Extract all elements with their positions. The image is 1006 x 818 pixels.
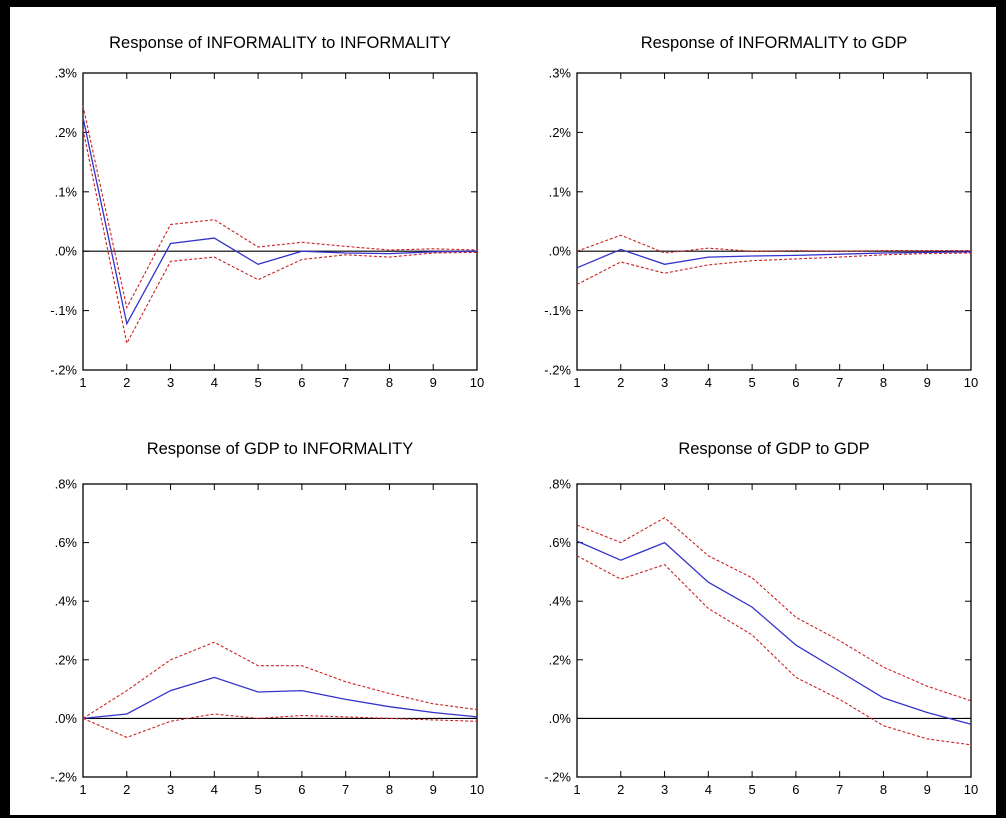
response-line <box>82 117 478 326</box>
y-tick-label: .0% <box>549 711 572 726</box>
band-lower-line <box>576 252 972 285</box>
x-tick-label: 1 <box>79 375 86 390</box>
y-tick-label: .4% <box>55 594 78 609</box>
y-tick-label: .2% <box>549 125 572 140</box>
x-tick-label: 10 <box>964 782 978 797</box>
x-tick-label: 4 <box>211 375 218 390</box>
x-tick-label: 1 <box>573 375 580 390</box>
x-tick-label: 4 <box>705 782 712 797</box>
x-tick-label: 6 <box>298 375 305 390</box>
x-tick-label: 9 <box>430 375 437 390</box>
y-tick-label: .0% <box>55 244 78 259</box>
x-tick-label: 2 <box>617 375 624 390</box>
plot-area <box>576 483 972 778</box>
x-tick-label: 3 <box>661 782 668 797</box>
x-tick-label: 7 <box>342 782 349 797</box>
y-tick-label: .6% <box>549 535 572 550</box>
x-tick-label: 7 <box>836 375 843 390</box>
y-tick-label: -.2% <box>50 363 77 378</box>
band-upper-line <box>576 234 971 254</box>
y-tick-label: .1% <box>549 184 572 199</box>
x-tick-label: 6 <box>298 782 305 797</box>
x-tick-label: 10 <box>470 782 484 797</box>
x-tick-label: 6 <box>792 782 799 797</box>
x-tick-label: 10 <box>470 375 484 390</box>
x-tick-label: 8 <box>386 782 393 797</box>
y-tick-label: .0% <box>55 711 78 726</box>
chart-panel-3: Response of GDP to INFORMALITY .8% .6% .4%.… <box>50 440 484 797</box>
x-tick-label: 10 <box>964 375 978 390</box>
y-tick-label: .2% <box>549 652 572 667</box>
y-tick-label: .3% <box>549 66 572 81</box>
y-tick-label: .8% <box>549 477 572 492</box>
panel-title: Response of GDP to INFORMALITY <box>147 440 414 458</box>
plot-area <box>82 483 478 778</box>
y-tick-label: -.1% <box>50 303 77 318</box>
x-tick-label: 9 <box>430 782 437 797</box>
band-upper-line <box>576 517 972 702</box>
panel-title: Response of INFORMALITY to GDP <box>641 34 908 52</box>
band-lower-line <box>82 129 478 345</box>
band-upper-line <box>82 641 478 719</box>
chart-panel-1: Response of INFORMALITY to INFORMALITY .3… <box>50 34 484 390</box>
x-tick-label: 5 <box>748 782 755 797</box>
x-tick-label: 2 <box>617 782 624 797</box>
x-tick-label: 1 <box>79 782 86 797</box>
y-tick-label: -.1% <box>544 303 571 318</box>
x-tick-label: 5 <box>254 375 261 390</box>
x-tick-label: 3 <box>167 375 174 390</box>
x-tick-label: 5 <box>254 782 261 797</box>
y-tick-label: -.2% <box>544 770 571 785</box>
x-tick-label: 6 <box>792 375 799 390</box>
x-tick-label: 7 <box>836 782 843 797</box>
plot-area <box>82 72 478 371</box>
y-tick-label: -.2% <box>544 363 571 378</box>
impulse-response-grid: Response of INFORMALITY to INFORMALITY .3… <box>50 34 978 797</box>
x-tick-label: 9 <box>924 375 931 390</box>
x-tick-label: 9 <box>924 782 931 797</box>
y-tick-label: .2% <box>55 652 78 667</box>
band-lower-line <box>576 555 972 746</box>
y-tick-label: .3% <box>55 66 78 81</box>
y-tick-label: .8% <box>55 477 78 492</box>
y-tick-label: .2% <box>55 125 78 140</box>
x-tick-label: 1 <box>573 782 580 797</box>
response-line <box>576 248 972 269</box>
y-tick-label: .0% <box>549 244 572 259</box>
x-tick-label: 2 <box>123 782 130 797</box>
x-tick-label: 3 <box>167 782 174 797</box>
chart-panel-4: Response of GDP to GDP .8% .6% .4% .2% .0% -.2… <box>544 440 978 797</box>
plot-area <box>576 72 972 371</box>
response-line <box>576 540 972 725</box>
x-tick-label: 7 <box>342 375 349 390</box>
chart-panel-2: Response of INFORMALITY to GDP .3% .2% .1%.… <box>544 34 978 390</box>
x-tick-label: 8 <box>880 375 887 390</box>
y-tick-label: .4% <box>549 594 572 609</box>
panel-title: Response of GDP to GDP <box>678 440 869 458</box>
x-tick-label: 2 <box>123 375 130 390</box>
y-tick-label: -.2% <box>50 770 77 785</box>
y-tick-label: .6% <box>55 535 78 550</box>
irf-figure: Response of INFORMALITY to INFORMALITY .3… <box>10 7 996 815</box>
x-tick-label: 8 <box>880 782 887 797</box>
x-tick-label: 4 <box>211 782 218 797</box>
x-tick-label: 5 <box>748 375 755 390</box>
y-tick-label: .1% <box>55 184 78 199</box>
x-tick-label: 3 <box>661 375 668 390</box>
x-tick-label: 8 <box>386 375 393 390</box>
response-line <box>82 676 478 720</box>
x-tick-label: 4 <box>705 375 712 390</box>
band-lower-line <box>82 713 478 738</box>
panel-title: Response of INFORMALITY to INFORMALITY <box>109 34 451 52</box>
